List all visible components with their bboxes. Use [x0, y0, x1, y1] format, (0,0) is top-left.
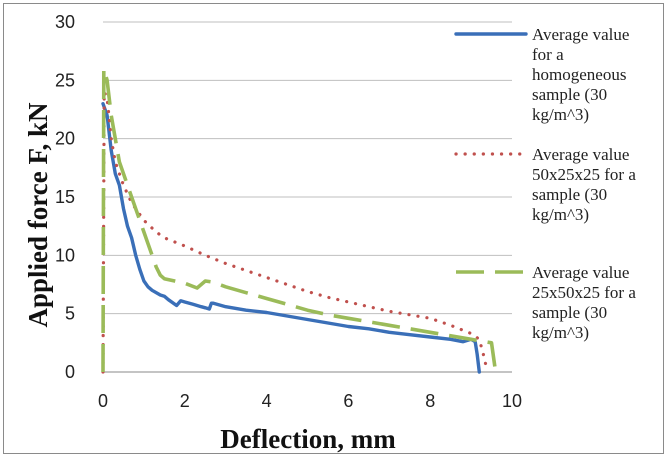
series-lines: [101, 66, 498, 374]
x-axis-label: Deflection, mm: [220, 424, 396, 454]
legend-label-3-line-2: 25x50x25 for a: [532, 283, 636, 302]
y-tick-labels: 0 5 10 15 20 25 30: [55, 12, 75, 382]
series-line-3: [101, 66, 498, 373]
y-tick-15: 15: [55, 187, 75, 207]
y-tick-5: 5: [65, 304, 75, 324]
x-tick-4: 4: [262, 391, 272, 411]
x-tick-0: 0: [98, 391, 108, 411]
x-tick-10: 10: [502, 391, 522, 411]
legend-label-1-line-5: kg/m^3): [532, 105, 589, 124]
legend-label-3-line-1: Average value: [532, 263, 629, 282]
legend-label-1-line-1: Average value: [532, 25, 629, 44]
legend-label-2-line-3: sample (30: [532, 185, 607, 204]
y-axis-label: Applied force F, kN: [23, 102, 53, 328]
y-tick-30: 30: [55, 12, 75, 32]
x-tick-8: 8: [425, 391, 435, 411]
legend-label-3-line-4: kg/m^3): [532, 323, 589, 342]
y-tick-0: 0: [65, 362, 75, 382]
y-tick-25: 25: [55, 70, 75, 90]
chart-frame: [3, 3, 664, 454]
legend-label-1-line-4: sample (30: [532, 85, 607, 104]
series-line-2: [101, 90, 490, 374]
series-line-1: [101, 102, 481, 374]
grid-lines: [103, 21, 512, 315]
x-tick-6: 6: [343, 391, 353, 411]
y-tick-10: 10: [55, 245, 75, 265]
legend-label-2-line-4: kg/m^3): [532, 205, 589, 224]
x-tick-labels: 0 2 4 6 8 10: [98, 391, 522, 411]
legend-label-2-line-1: Average value: [532, 145, 629, 164]
x-tick-2: 2: [180, 391, 190, 411]
legend-label-3-line-3: sample (30: [532, 303, 607, 322]
legend-label-1-line-3: homogeneous: [532, 65, 626, 84]
legend-label-1-line-2: for a: [532, 45, 564, 64]
legend-label-2-line-2: 50x25x25 for a: [532, 165, 636, 184]
y-tick-20: 20: [55, 129, 75, 149]
